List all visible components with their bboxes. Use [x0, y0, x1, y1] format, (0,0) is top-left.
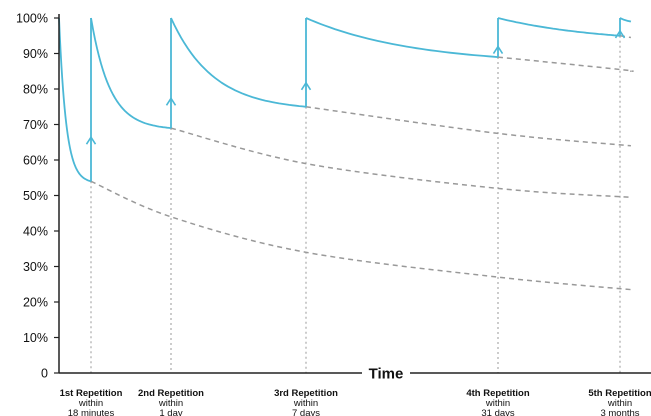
retention-curve-2: [90, 17, 172, 129]
labels-layer: 0 10% 20% 30% 40% 50% 60% 70% 80% 90% 100% Time 1st …: [16, 12, 651, 416]
retention-curve-4: [305, 17, 499, 58]
repetition-arrow-5: [614, 30, 626, 39]
y-tick-label: 70%: [23, 118, 48, 132]
y-tick-label: 30%: [23, 260, 48, 274]
repetition-arrow-2: [165, 97, 177, 106]
forgetting-curves-layer: [90, 35, 634, 291]
category-interval-3: 7 days: [292, 408, 320, 416]
y-tick-label: 50%: [23, 189, 48, 203]
forgetting-curve-2: [170, 127, 631, 199]
category-interval-4: 31 days: [481, 408, 515, 416]
category-interval-5: 3 months: [600, 408, 639, 416]
repetition-arrow-3: [300, 81, 312, 91]
retention-curve-6: [619, 17, 632, 23]
repetition-arrow-4: [492, 45, 504, 54]
category-within-5: within: [607, 398, 632, 409]
category-title-1: 1st Repetition: [60, 388, 123, 399]
forgetting-curve-3: [305, 106, 631, 147]
axes-layer: [54, 14, 651, 374]
repetition-arrow-1: [85, 136, 97, 145]
retention-curve-3: [170, 17, 307, 108]
x-axis-title: Time: [369, 366, 404, 383]
y-tick-label: 0: [41, 367, 48, 381]
retention-curve-5: [497, 17, 621, 37]
y-tick-label: 20%: [23, 296, 48, 310]
category-title-5: 5th Repetition: [588, 388, 651, 399]
retention-curves-layer: [58, 17, 632, 183]
category-within-1: within: [78, 398, 103, 409]
category-within-4: within: [485, 398, 510, 409]
y-tick-label: 90%: [23, 47, 48, 61]
retention-curve-1: [58, 17, 92, 183]
category-interval-1: 18 minutes: [68, 408, 115, 416]
y-tick-label: 100%: [16, 12, 48, 26]
y-tick-label: 60%: [23, 154, 48, 168]
forgetting-curve-1: [90, 180, 631, 291]
repetition-markers-layer: [90, 35, 621, 373]
y-tick-label: 10%: [23, 331, 48, 345]
y-tick-label: 40%: [23, 225, 48, 239]
category-title-3: 3rd Repetition: [274, 388, 338, 399]
category-title-4: 4th Repetition: [466, 388, 530, 399]
category-interval-2: 1 day: [159, 408, 182, 416]
category-within-3: within: [293, 398, 318, 409]
category-within-2: within: [158, 398, 183, 409]
forgetting-curve-4: [497, 56, 634, 73]
y-tick-label: 80%: [23, 83, 48, 97]
forgetting-curve-5: [619, 35, 632, 39]
category-title-2: 2nd Repetition: [138, 388, 204, 399]
